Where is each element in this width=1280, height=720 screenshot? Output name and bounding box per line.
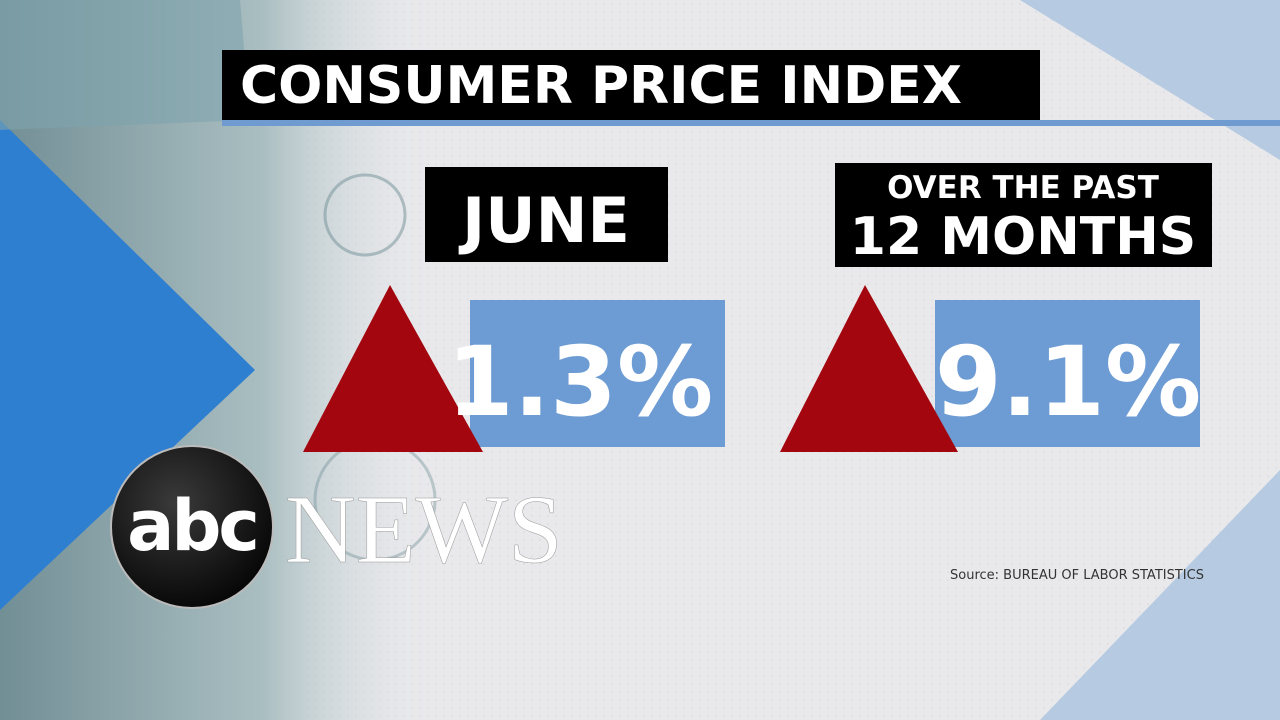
label-box [425,167,668,262]
logo-wordmark: NEWS [285,476,563,584]
label-box [835,163,1212,267]
panel-value: 9.1% [935,326,1201,438]
panel-label: OVER THE PAST [887,170,1159,206]
panel-label: 12 MONTHS [850,207,1196,267]
panel-value: 1.3% [447,326,713,438]
value-box [470,300,725,447]
value-box [935,300,1200,447]
source: Source: BUREAU OF LABOR STATISTICS [950,568,1204,583]
panel: JUNE 1.3% [303,167,725,452]
title: CONSUMER PRICE INDEX [240,56,962,116]
panel: OVER THE PAST 12 MONTHS 9.1% [780,163,1212,452]
logo-mark: abc [127,485,257,567]
logo: abc NEWS [110,445,563,609]
logo-circle [110,445,274,609]
title-bar [222,50,1040,120]
up-arrow [303,285,483,452]
up-arrow [780,285,958,452]
panel-label: JUNE [458,184,630,257]
title-underline [222,120,1280,126]
